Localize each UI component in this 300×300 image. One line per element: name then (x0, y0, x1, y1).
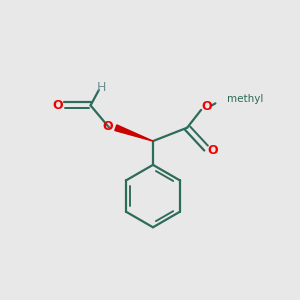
Text: O: O (52, 99, 63, 112)
Text: O: O (201, 100, 212, 113)
Polygon shape (115, 125, 153, 141)
Text: O: O (102, 120, 113, 133)
Text: methyl: methyl (227, 94, 264, 104)
Text: O: O (208, 143, 218, 157)
Text: H: H (96, 81, 106, 94)
